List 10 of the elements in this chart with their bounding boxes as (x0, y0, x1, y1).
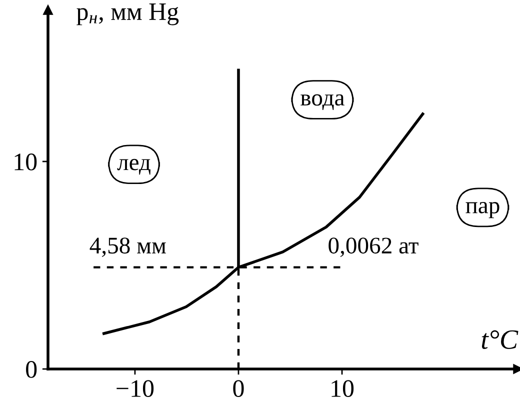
x-tick-label: 10 (332, 380, 354, 398)
x-axis-title: t°C (482, 330, 518, 349)
annotation: 4,58 мм (90, 238, 166, 257)
annotation: вода (300, 94, 344, 110)
annotation: пар (466, 202, 500, 218)
y-axis-title: p$_{н}$, мм Hg (76, 3, 179, 26)
annotation: 0,0062 ат (328, 238, 418, 257)
x-tick-label: −10 (116, 380, 154, 398)
annotation: лед (117, 158, 150, 175)
x-tick-label: 0 (233, 380, 244, 398)
